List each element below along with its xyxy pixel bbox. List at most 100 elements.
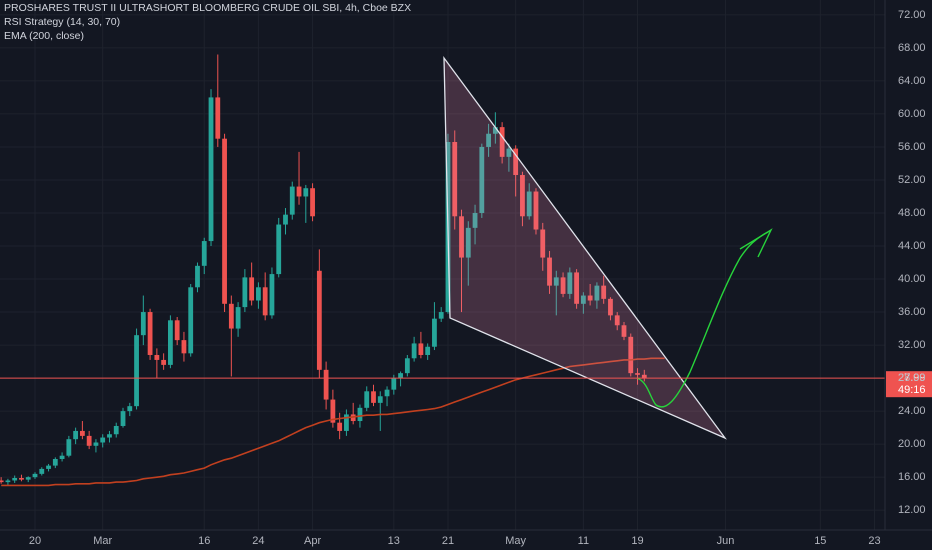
y-tick-label: 72.00: [898, 9, 926, 21]
y-tick-label: 12.00: [898, 504, 926, 516]
candle-body: [113, 425, 119, 435]
candle-body: [438, 312, 444, 319]
candle-body: [181, 340, 187, 354]
candle-body: [79, 430, 85, 436]
candle-body: [127, 406, 133, 412]
candle-body: [310, 188, 315, 217]
candle-body: [93, 442, 99, 446]
candle-body: [560, 277, 566, 294]
y-tick-label: 36.00: [898, 306, 926, 318]
candle-body: [195, 265, 200, 288]
candle-body: [5, 480, 11, 483]
candle-body: [154, 354, 160, 360]
x-tick-label: 11: [578, 535, 589, 547]
price-label-box: [886, 371, 932, 398]
candle-body: [621, 325, 627, 337]
candle-body: [411, 343, 417, 359]
candle-body: [384, 389, 390, 397]
y-tick-label: 40.00: [898, 273, 926, 285]
candle-body: [391, 378, 397, 390]
candle-body: [371, 391, 376, 403]
candle-body: [540, 229, 546, 258]
x-tick-label: Apr: [304, 535, 321, 547]
candle-body: [242, 277, 248, 308]
candle-body: [465, 227, 471, 258]
candle-body: [608, 298, 613, 316]
candle-body: [520, 175, 525, 217]
candle-body: [479, 146, 485, 213]
candle-body: [249, 277, 255, 301]
candle-body: [283, 214, 288, 225]
candle-body: [377, 396, 383, 403]
candle-body: [168, 320, 173, 365]
candle-body: [614, 315, 620, 326]
x-tick-label: 13: [388, 535, 400, 547]
candle-body: [222, 138, 227, 304]
x-tick-label: 16: [198, 535, 210, 547]
forecast-arrow: [636, 231, 769, 408]
chart-title: PROSHARES TRUST II ULTRASHORT BLOOMBERG …: [4, 2, 411, 14]
candle-body: [553, 277, 559, 286]
x-tick-label: Jun: [717, 535, 735, 547]
candle-body: [25, 477, 31, 480]
candle-body: [472, 212, 478, 228]
candle-body: [344, 414, 349, 431]
indicator-label: RSI Strategy (14, 30, 70): [4, 16, 120, 28]
y-tick-label: 16.00: [898, 471, 926, 483]
candle-body: [140, 312, 146, 336]
candle-body: [323, 369, 329, 400]
candle-body: [432, 318, 437, 347]
candle-body: [262, 287, 268, 316]
candle-body: [256, 287, 261, 301]
candle-body: [486, 133, 491, 147]
candle-body: [100, 437, 106, 443]
candle-body: [601, 285, 607, 299]
candle-body: [86, 435, 92, 446]
candle-body: [12, 477, 18, 481]
candle-body: [337, 422, 343, 431]
y-tick-label: 60.00: [898, 108, 926, 120]
y-tick-label: 44.00: [898, 240, 926, 252]
candle-body: [357, 407, 363, 422]
candle-body: [594, 285, 600, 301]
candle-body: [452, 141, 458, 217]
price-label: 27.99: [898, 372, 926, 384]
candle-body: [0, 480, 4, 483]
candle-body: [459, 216, 464, 258]
candle-body: [296, 186, 302, 197]
grid: [0, 0, 885, 530]
indicator-label: EMA (200, close): [4, 30, 84, 42]
candle-body: [208, 97, 214, 242]
candle-body: [574, 272, 579, 304]
candle-body: [587, 295, 593, 301]
candle-body: [364, 391, 370, 408]
y-tick-label: 48.00: [898, 207, 926, 219]
candle-body: [628, 336, 634, 374]
candle-body: [499, 127, 505, 157]
candle-body: [641, 374, 647, 379]
x-tick-label: 20: [29, 535, 41, 547]
y-tick-label: 52.00: [898, 174, 926, 186]
y-tick-label: 28.00: [898, 372, 926, 384]
candle-body: [215, 97, 221, 139]
y-tick-label: 20.00: [898, 438, 926, 450]
y-tick-label: 68.00: [898, 42, 926, 54]
candle-body: [404, 358, 410, 374]
candle-body: [547, 257, 552, 286]
candle-body: [120, 411, 126, 426]
candle-body: [289, 186, 295, 215]
candle-body: [533, 191, 539, 230]
candle-body: [425, 346, 431, 355]
x-tick-label: 24: [252, 535, 264, 547]
candle-body: [134, 335, 139, 407]
candle-body: [513, 148, 519, 176]
y-tick-label: 64.00: [898, 75, 926, 87]
candle-body: [418, 343, 424, 355]
y-tick-label: 24.00: [898, 405, 926, 417]
candle-body: [59, 455, 65, 460]
candle-body: [235, 307, 241, 329]
x-tick-label: 19: [631, 535, 643, 547]
